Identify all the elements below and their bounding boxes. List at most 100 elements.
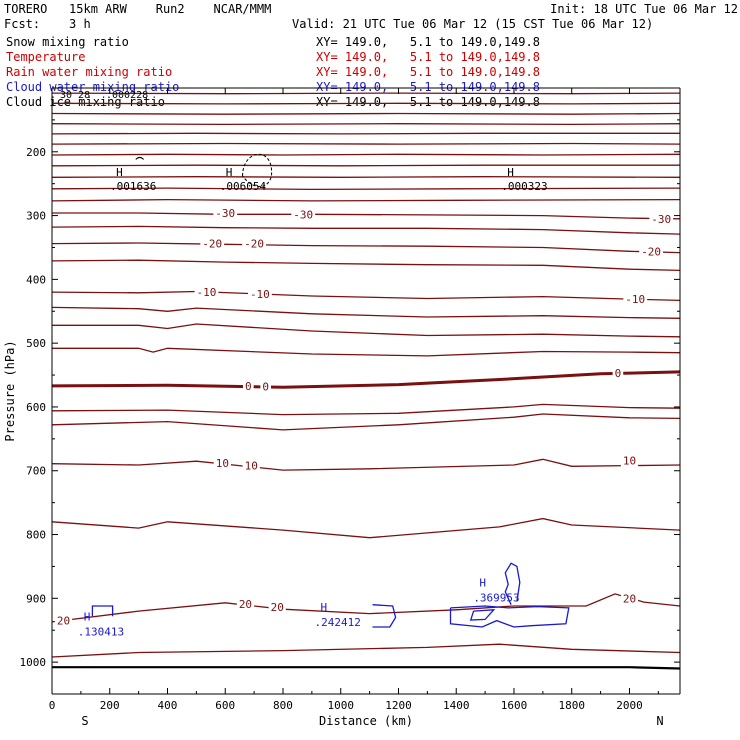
overlap-label-a: 30 28: [60, 90, 90, 101]
isotherm-label-bg: [649, 211, 674, 225]
isotherm-label-bg: [620, 453, 639, 467]
isotherm-line: [52, 212, 681, 220]
snow-max-value: .001636: [110, 180, 156, 193]
isotherm-line: [51, 198, 681, 202]
isotherm-label-bg: [236, 597, 255, 611]
isotherm-label-bg: [639, 244, 664, 258]
legend-xy-temperature: XY= 149.0, 5.1 to 149.0,149.8: [316, 50, 540, 64]
isotherm-label: -30: [215, 207, 235, 220]
isotherm-label: -20: [202, 238, 222, 251]
snow-max-marker: H: [226, 166, 233, 179]
x-tick-label: 2000: [616, 699, 643, 712]
x-tick-label: 200: [100, 699, 120, 712]
isotherm-label-bg: [247, 287, 272, 301]
y-tick-label: 700: [26, 465, 46, 478]
forecast-hour: Fcst: 3 h: [4, 17, 91, 31]
y-axis-label: Pressure (hPa): [3, 340, 17, 441]
isotherm-label-bg: [242, 458, 260, 472]
cloud-water-max-value: .130413: [78, 625, 124, 638]
isotherm-line: [51, 517, 681, 539]
isotherm-label: -20: [244, 238, 264, 251]
isotherm-line: [51, 153, 681, 156]
isotherm-label-bg: [612, 366, 624, 380]
valid-time: Valid: 21 UTC Tue 06 Mar 12 (15 CST Tue …: [292, 17, 654, 31]
x-tick-label: 1600: [501, 699, 528, 712]
isotherm-label-bg: [291, 207, 316, 221]
y-tick-label: 500: [26, 337, 46, 350]
cloud-water-contour: [449, 605, 570, 628]
legend-xy-rain: XY= 149.0, 5.1 to 149.0,149.8: [316, 65, 540, 79]
isotherm-line: [51, 370, 681, 389]
endpoint-label-north: N: [656, 714, 663, 728]
x-tick-label: 1400: [443, 699, 470, 712]
y-tick-label: 600: [26, 401, 46, 414]
model-title: TORERO 15km ARW Run2 NCAR/MMM: [4, 2, 272, 16]
cloud-water-max-value: .242412: [315, 616, 361, 629]
isotherm-line: [52, 347, 681, 357]
isotherm-line: [51, 123, 681, 126]
isotherm-label: 10: [623, 455, 636, 468]
isotherm-line: [51, 458, 681, 471]
isotherm-label-bg: [194, 285, 219, 299]
y-tick-label: 200: [26, 146, 46, 159]
y-tick-label: 900: [26, 592, 46, 605]
isotherm-label: 0: [615, 367, 622, 380]
isotherm-label-bg: [243, 378, 254, 392]
x-axis-label: Distance (km): [319, 714, 413, 728]
snow-max-value: .000323: [501, 180, 547, 193]
isotherm-label: 10: [245, 460, 258, 473]
cloud-water-contour: [91, 605, 114, 617]
isotherm-line: [51, 306, 681, 319]
isotherm-line: [51, 413, 681, 431]
cloud-water-max-marker: H: [84, 610, 91, 623]
legend-xy-snow: XY= 149.0, 5.1 to 149.0,149.8: [316, 35, 540, 49]
y-tick-label: 1000: [20, 656, 47, 669]
legend-field-temperature: Temperature: [6, 50, 86, 64]
isotherm-line: [51, 593, 681, 623]
isotherm-label-bg: [213, 456, 231, 470]
isotherm-label: -10: [250, 288, 270, 301]
cloud-water-contours: H .130413 H .242412 H .369953: [78, 562, 570, 638]
surface-layer: [52, 666, 681, 670]
endpoint-label-south: S: [81, 714, 88, 728]
isotherm-label-bg: [268, 600, 286, 614]
init-time: Init: 18 UTC Tue 06 Mar 12: [550, 2, 738, 16]
isotherm-label: -30: [651, 213, 671, 226]
legend-field-cloud-ice: Cloud ice mixing ratio: [6, 95, 165, 109]
cloud-water-max-marker: H: [321, 601, 328, 614]
isotherm-line: [51, 290, 681, 302]
isotherm-label-bg: [200, 236, 225, 250]
isotherm-label-bg: [213, 206, 238, 220]
isotherm-label: 20: [239, 598, 252, 611]
isotherm-label: 0: [245, 380, 252, 393]
isotherm-label: 0: [262, 381, 269, 394]
cloud-water-max-marker: H: [479, 577, 486, 590]
isotherm-label-bg: [260, 379, 271, 393]
isotherm-line: [51, 132, 680, 135]
isotherm-label-bg: [623, 292, 648, 306]
isotherm-label-bg: [242, 236, 267, 250]
isotherm-line: [51, 142, 681, 145]
isotherm-label: -30: [293, 208, 313, 221]
isotherm-label-bg: [620, 591, 639, 605]
isotherm-label: 20: [623, 592, 636, 605]
y-tick-label: 300: [26, 210, 46, 223]
isotherm-line: [51, 102, 681, 105]
legend-field-snow: Snow mixing ratio: [6, 35, 129, 49]
x-tick-label: 1200: [385, 699, 412, 712]
x-tick-label: 0: [49, 699, 56, 712]
isotherm-line: [51, 187, 681, 191]
isotherm-line: [51, 403, 681, 416]
temperature-isotherms: [51, 92, 681, 658]
isotherm-label: -10: [625, 293, 645, 306]
surface-line: [52, 666, 681, 670]
isotherm-line: [51, 242, 681, 254]
y-tick-label: 400: [26, 273, 46, 286]
overlap-label-b: .000228: [106, 90, 148, 101]
x-tick-label: 400: [158, 699, 178, 712]
isotherm-line: [51, 225, 681, 235]
isotherm-label: 20: [271, 601, 284, 614]
snow-contour: [135, 156, 145, 160]
legend-xy-cloud-ice: XY= 149.0, 5.1 to 149.0,149.8: [316, 95, 540, 109]
